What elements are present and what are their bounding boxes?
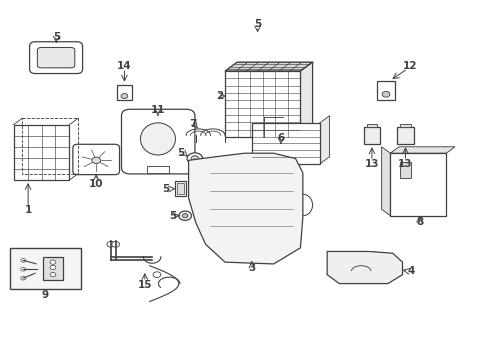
- Polygon shape: [188, 153, 302, 264]
- FancyBboxPatch shape: [37, 48, 75, 68]
- Text: 9: 9: [41, 291, 49, 300]
- Text: 13: 13: [364, 159, 378, 169]
- Text: 4: 4: [407, 266, 414, 276]
- Text: 13: 13: [397, 159, 412, 169]
- FancyBboxPatch shape: [30, 42, 82, 73]
- Text: 1: 1: [24, 205, 32, 215]
- Circle shape: [21, 276, 26, 280]
- Text: 11: 11: [150, 105, 165, 115]
- Polygon shape: [319, 116, 329, 164]
- Bar: [116, 85, 132, 100]
- Bar: [389, 153, 446, 216]
- Bar: [10, 248, 81, 289]
- Circle shape: [187, 153, 202, 164]
- Bar: [399, 123, 410, 127]
- Bar: [363, 127, 379, 144]
- Bar: [224, 71, 300, 137]
- Circle shape: [50, 273, 56, 277]
- Text: 5: 5: [253, 19, 261, 29]
- Circle shape: [107, 242, 115, 247]
- Circle shape: [381, 91, 389, 97]
- Bar: [376, 81, 394, 100]
- Text: 5: 5: [168, 211, 176, 221]
- Circle shape: [92, 157, 101, 163]
- Text: 5: 5: [177, 148, 184, 158]
- Polygon shape: [389, 147, 454, 153]
- Text: 5: 5: [53, 32, 60, 42]
- Circle shape: [153, 272, 161, 278]
- Bar: [264, 117, 283, 137]
- Text: 15: 15: [137, 280, 152, 291]
- FancyBboxPatch shape: [73, 144, 119, 175]
- Text: 10: 10: [89, 179, 103, 189]
- Circle shape: [121, 94, 127, 99]
- Text: 6: 6: [277, 133, 284, 143]
- Text: 12: 12: [402, 62, 417, 71]
- Text: 5: 5: [162, 184, 169, 194]
- Text: 3: 3: [248, 262, 255, 273]
- Text: 14: 14: [117, 61, 131, 71]
- Polygon shape: [300, 62, 312, 137]
- Bar: [366, 123, 376, 127]
- Polygon shape: [381, 147, 389, 216]
- Bar: [42, 257, 63, 280]
- Circle shape: [21, 258, 26, 262]
- Text: 8: 8: [415, 217, 422, 227]
- Bar: [147, 166, 168, 173]
- Polygon shape: [224, 62, 312, 71]
- Bar: [177, 183, 184, 194]
- Text: 7: 7: [188, 118, 196, 129]
- Circle shape: [182, 213, 188, 218]
- Bar: [251, 123, 319, 164]
- Bar: [399, 162, 410, 178]
- Bar: [175, 181, 186, 196]
- Circle shape: [112, 242, 119, 247]
- Circle shape: [191, 156, 199, 161]
- FancyBboxPatch shape: [121, 109, 195, 174]
- Circle shape: [21, 267, 26, 271]
- Text: 2: 2: [216, 91, 223, 101]
- Circle shape: [179, 211, 191, 220]
- Ellipse shape: [140, 123, 175, 155]
- Polygon shape: [326, 251, 402, 284]
- Circle shape: [50, 265, 56, 270]
- Bar: [14, 125, 69, 180]
- Circle shape: [50, 260, 56, 264]
- Bar: [396, 127, 413, 144]
